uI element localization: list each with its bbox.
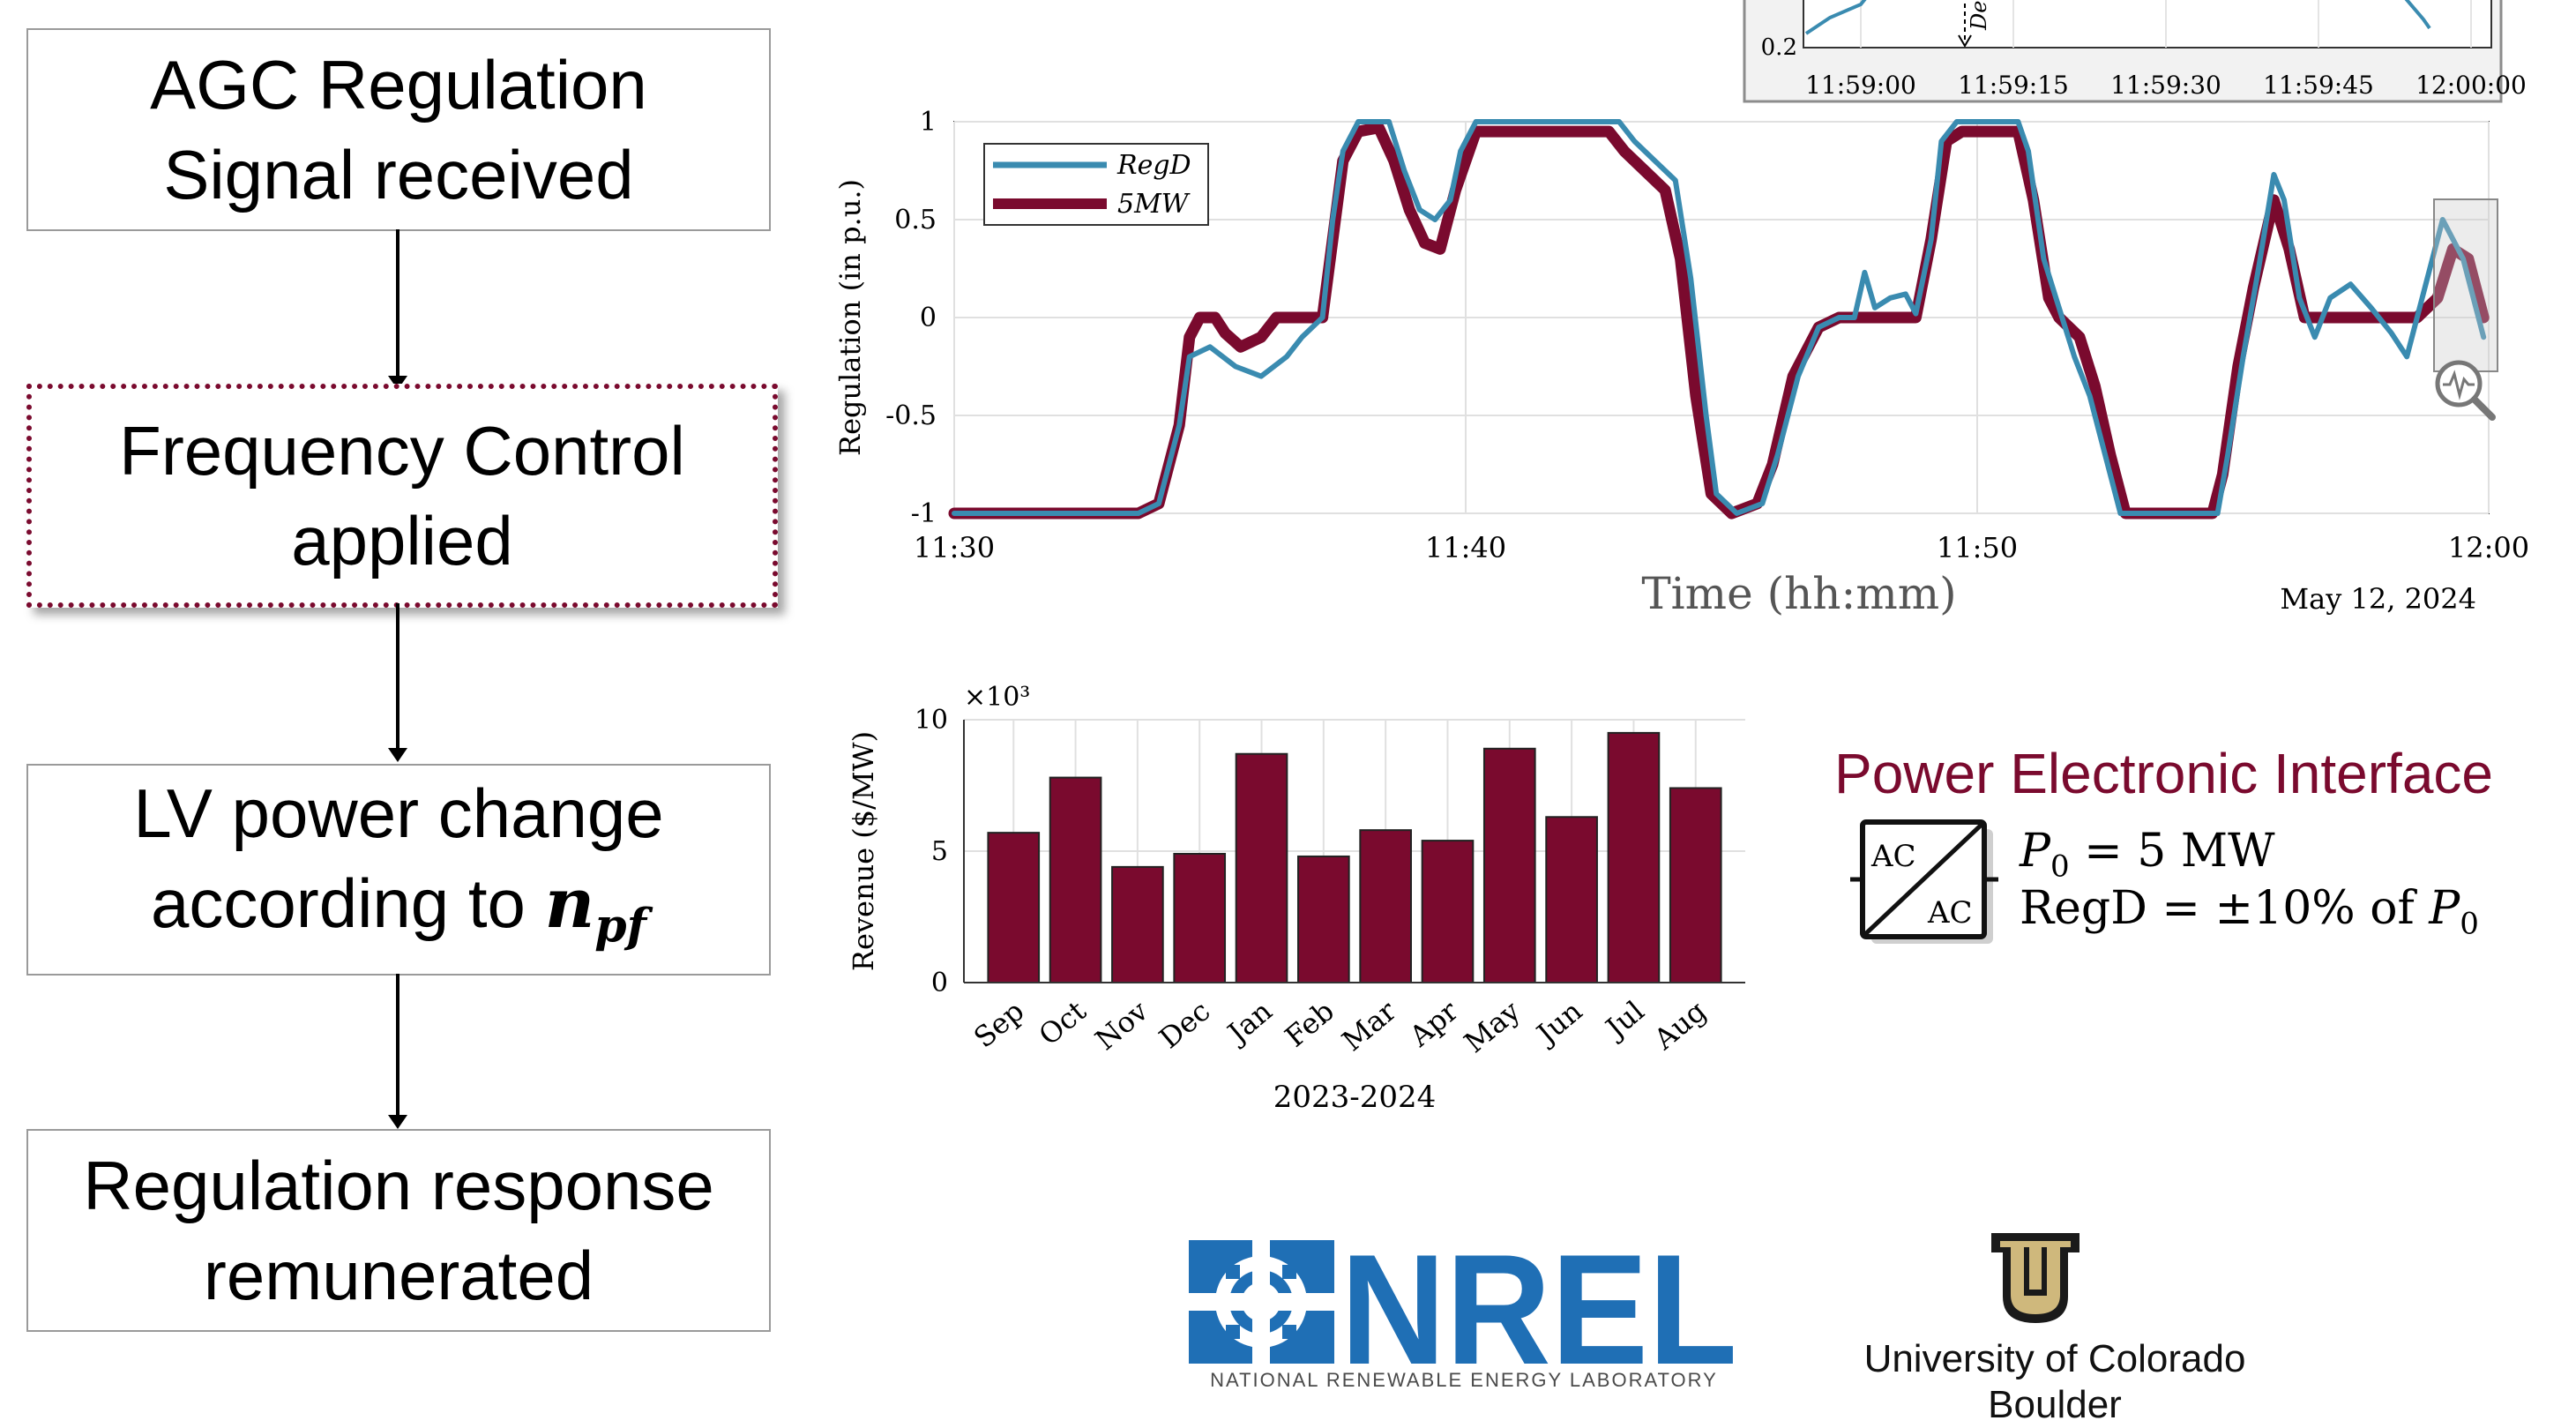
bar-apr	[1421, 840, 1475, 984]
line-chart-ylabel: Regulation (in p.u.)	[833, 179, 867, 456]
flow-step-3-line2: according to	[150, 864, 545, 942]
flow-step-3-line1: LV power change	[133, 774, 664, 852]
line-x-tick-2: 11:50	[1937, 531, 2018, 564]
flow-step-3-math: n	[544, 863, 595, 944]
converter-ac-bottom: AC	[1927, 895, 1973, 931]
flow-step-4-line2: remunerated	[203, 1237, 594, 1314]
cu-name: University of Colorado Boulder	[1843, 1336, 2266, 1428]
flow-step-3-math-sub: pf	[594, 899, 647, 953]
inset-x-tick-0: 11:59:00	[1805, 71, 1916, 100]
line-x-tick-0: 11:30	[914, 531, 995, 564]
inset-x-tick-1: 11:59:15	[1958, 71, 2069, 100]
pe-p0-line: P0 = 5 MW	[2020, 825, 2275, 884]
nrel-wordmark: NREL	[1340, 1222, 1737, 1397]
zoom-region-box	[2433, 198, 2498, 372]
legend-regd-label: RegD	[1116, 150, 1191, 181]
bar-y-tick-0: 0	[931, 968, 948, 998]
flow-step-2-line1: Frequency Control	[119, 412, 685, 490]
flow-step-4-line1: Regulation response	[83, 1147, 714, 1224]
line-y-tick-1: -0.5	[885, 400, 937, 431]
inset-x-tick-2: 11:59:30	[2110, 71, 2221, 100]
bar-x-tick-apr: Apr	[1402, 994, 1465, 1054]
line-y-tick-0: -1	[911, 498, 937, 529]
ac-ac-converter-icon: AC AC	[1850, 819, 1998, 944]
flow-step-regulation-remunerated: Regulation response remunerated	[26, 1129, 771, 1332]
bar-x-tick-feb: Feb	[1279, 994, 1340, 1054]
inset-axes	[1803, 0, 2492, 49]
line-x-tick-1: 11:40	[1425, 531, 1506, 564]
pe-regd-text: RegD = ±10% of	[2020, 882, 2430, 935]
line-y-tick-2: 0	[920, 303, 937, 333]
inset-regd-line	[1804, 0, 1867, 35]
power-electronic-title: Power Electronic Interface	[1834, 742, 2493, 805]
bar-y-tick-1: 5	[931, 836, 948, 867]
bar-nov	[1111, 865, 1164, 983]
nrel-logo-icon	[1187, 1238, 1336, 1365]
pe-regd-line: RegD = ±10% of P0	[2020, 882, 2479, 941]
bar-jan	[1235, 752, 1288, 983]
magnifier-icon	[2435, 360, 2496, 421]
bar-x-tick-dec: Dec	[1153, 994, 1216, 1055]
flow-arrow-2	[388, 603, 407, 762]
bar-oct	[1049, 776, 1102, 983]
nrel-subtitle: NATIONAL RENEWABLE ENERGY LABORATORY	[1210, 1369, 1718, 1391]
bar-x-tick-jan: Jan	[1220, 994, 1279, 1051]
flow-step-1-line1: AGC Regulation	[150, 46, 647, 123]
bar-x-tick-jul: Jul	[1597, 994, 1650, 1046]
bar-sep	[987, 832, 1041, 984]
inset-regd-line-end	[2404, 0, 2431, 30]
series-line-regd	[952, 119, 2487, 516]
bar-aug	[1669, 787, 1722, 983]
bar-x-tick-aug: Aug	[1647, 994, 1713, 1057]
bar-jun	[1545, 816, 1598, 984]
cu-line2: Boulder	[1988, 1383, 2122, 1426]
line-y-tick-4: 1	[920, 107, 937, 138]
legend-box	[983, 143, 1209, 226]
line-chart-xlabel: Time (hh:mm)	[1641, 568, 1956, 619]
bar-chart-xlabel: 2023-2024	[1273, 1080, 1437, 1115]
cu-line1: University of Colorado	[1863, 1337, 2246, 1380]
flow-step-agc-signal: AGC Regulation Signal received	[26, 28, 771, 231]
inset-chart: De 0.2 11:59:00 11:59:15 11:59:30 11:59:45 1…	[1743, 0, 2527, 103]
inset-annotation: De	[1967, 1, 1991, 31]
legend-5mw-label: 5MW	[1117, 189, 1191, 220]
line-chart-date-label: May 12, 2024	[2280, 582, 2476, 616]
inset-y-tick-0.2: 0.2	[1761, 34, 1797, 61]
bar-dec	[1173, 852, 1227, 983]
bar-x-tick-nov: Nov	[1089, 994, 1154, 1057]
inset-x-tick-3: 11:59:45	[2263, 71, 2374, 100]
flow-step-1-line2: Signal received	[163, 136, 634, 213]
flow-arrow-3	[388, 974, 407, 1129]
flow-step-frequency-control: Frequency Control applied	[26, 384, 778, 608]
bar-x-tick-may: May	[1458, 994, 1527, 1059]
bar-x-tick-sep: Sep	[967, 994, 1030, 1055]
bar-feb	[1297, 855, 1350, 984]
line-x-tick-3: 12:00	[2448, 531, 2529, 564]
charts-canvas: De 0.2 11:59:00 11:59:15 11:59:30 11:59:45 1…	[833, 0, 2529, 1397]
line-y-tick-3: 0.5	[894, 205, 937, 236]
inset-x-tick-4: 12:00:00	[2415, 71, 2527, 100]
pe-p0-sub: 0	[2050, 849, 2070, 885]
cu-boulder-logo-icon	[1991, 1233, 2079, 1323]
bar-chart-ylabel: Revenue ($/MW)	[847, 731, 880, 971]
bar-x-tick-jun: Jun	[1528, 994, 1588, 1052]
line-chart-legend: RegD 5MW	[983, 143, 1209, 226]
bar-jul	[1607, 731, 1661, 984]
bar-x-tick-oct: Oct	[1033, 994, 1093, 1052]
bar-x-tick-mar: Mar	[1335, 994, 1402, 1058]
bar-may	[1482, 747, 1536, 984]
flow-step-2-line2: applied	[291, 502, 513, 579]
bar-y-tick-2: 10	[915, 705, 948, 736]
flow-step-lv-power-change: LV power change according to npf	[26, 764, 771, 976]
bar-chart-multiplier: ×10³	[964, 682, 1030, 713]
bar-mar	[1359, 829, 1412, 983]
converter-ac-top: AC	[1870, 839, 1916, 874]
pe-p0-var: P	[2020, 825, 2050, 878]
pe-p0-value: = 5 MW	[2069, 825, 2275, 878]
regulation-line-chart: -1 -0.5 0 0.5 1 11:30 11:40 11:50 12:00 Regulat…	[833, 107, 2529, 619]
pe-regd-sub: 0	[2460, 906, 2479, 942]
pe-regd-var: P	[2429, 882, 2460, 935]
inset-deadline-arrowhead	[1958, 34, 1972, 48]
